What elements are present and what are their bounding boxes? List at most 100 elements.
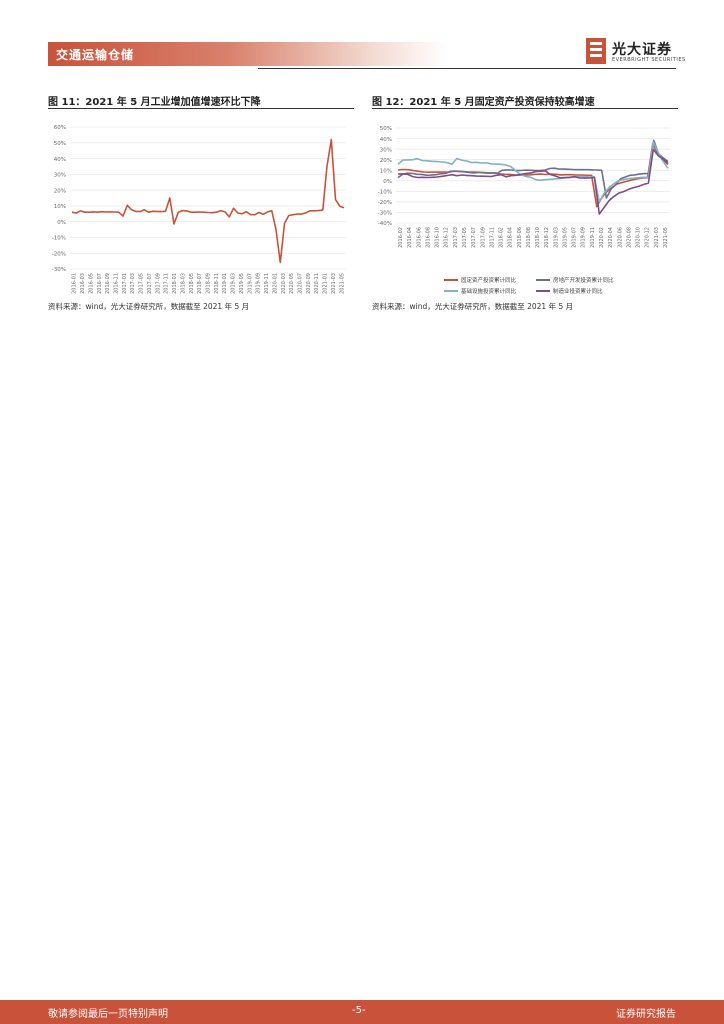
x-tick-label: 2019-01: [222, 273, 228, 294]
series-line: [397, 141, 669, 203]
x-tick-label: 2020-12: [645, 227, 651, 248]
series-line: [397, 148, 669, 215]
x-tick-label: 2017-11: [489, 227, 495, 248]
x-tick-label: 2020-07: [298, 273, 304, 294]
y-tick-label: 40%: [54, 157, 66, 163]
x-tick-label: 2017-07: [471, 227, 477, 248]
y-tick-label: 40%: [380, 137, 392, 143]
y-tick-label: -30%: [378, 211, 392, 217]
x-tick-label: 2018-11: [214, 273, 220, 294]
x-tick-label: 2019-05: [562, 227, 568, 248]
y-tick-label: 30%: [380, 147, 392, 153]
legend-label: 基础设施投资累计同比: [461, 287, 517, 295]
x-tick-label: 2016-04: [407, 227, 413, 248]
x-tick-label: 2020-10: [636, 227, 642, 248]
x-tick-label: 2020-06: [617, 227, 623, 248]
industrial-value-added-chart: 60%50%40%30%20%10%0%-10%-20%-30%2016-01 2…: [52, 125, 346, 294]
x-tick-label: 2016-05: [88, 273, 94, 294]
x-tick-label: 2021-03: [331, 273, 337, 294]
x-tick-label: 2021-03: [654, 227, 660, 248]
y-tick-label: 10%: [380, 168, 392, 174]
figure-title-1: 图 11：2021 年 5 月工业增加值增速环比下降: [48, 97, 261, 108]
y-tick-label: -20%: [378, 200, 392, 206]
x-tick-label: 2017-11: [164, 273, 170, 294]
x-tick-label: 2017-09: [155, 273, 161, 294]
header-divider: [258, 68, 676, 69]
figure-title-divider-2: [372, 108, 678, 109]
x-tick-label: 2017-01: [122, 273, 128, 294]
x-tick-label: 2019-09: [581, 227, 587, 248]
x-tick-label: 2020-05: [289, 273, 295, 294]
logo-mark-icon: [586, 38, 606, 64]
x-tick-label: 2018-05: [189, 273, 195, 294]
x-tick-label: 2020-08: [626, 227, 632, 248]
x-tick-label: 2016-08: [425, 227, 431, 248]
x-tick-label: 2019-03: [231, 273, 237, 294]
x-tick-label: 2016-02: [398, 227, 404, 248]
y-tick-label: 20%: [54, 188, 66, 194]
x-tick-label: 2018-01: [172, 273, 178, 294]
x-tick-label: 2018-10: [535, 227, 541, 248]
y-tick-label: -10%: [378, 190, 392, 196]
y-tick-label: 60%: [54, 125, 66, 131]
x-tick-label: 2020-11: [314, 273, 320, 294]
series-line: [397, 139, 669, 199]
y-tick-label: 30%: [54, 173, 66, 179]
logo-subtitle: EVERBRIGHT SECURITIES: [612, 57, 686, 63]
brand-logo: 光大证券 EVERBRIGHT SECURITIES: [586, 38, 686, 66]
figure-title-2: 图 12：2021 年 5 月固定资产投资保持较高增速: [372, 97, 595, 108]
x-tick-label: 2019-03: [553, 227, 559, 248]
footer-disclaimer: 敬请参阅最后一页特别声明: [48, 1009, 168, 1020]
x-tick-label: 2020-02: [599, 227, 605, 248]
x-tick-label: 2021-01: [323, 273, 329, 294]
x-tick-label: 2016-06: [416, 227, 422, 248]
y-tick-label: 20%: [380, 158, 392, 164]
figure-source-2: 资料来源：wind，光大证券研究所，数据截至 2021 年 5 月: [372, 302, 574, 311]
x-tick-label: 2020-03: [281, 273, 287, 294]
header-bar: [48, 42, 448, 66]
y-tick-label: 0%: [57, 220, 66, 226]
x-tick-label: 2018-06: [517, 227, 523, 248]
x-tick-label: 2017-03: [453, 227, 459, 248]
footer-report-type: 证券研究报告: [616, 1009, 676, 1020]
x-tick-label: 2019-09: [256, 273, 262, 294]
x-tick-label: 2020-09: [306, 273, 312, 294]
x-tick-label: 2017-05: [462, 227, 468, 248]
y-tick-label: -30%: [52, 267, 66, 273]
y-tick-label: -10%: [52, 236, 66, 242]
x-tick-label: 2019-11: [590, 227, 596, 248]
series-line: [71, 138, 345, 264]
page-number: -5-: [352, 1005, 366, 1016]
y-tick-label: 50%: [54, 141, 66, 147]
x-tick-label: 2019-11: [264, 273, 270, 294]
x-tick-label: 2016-11: [114, 273, 120, 294]
x-tick-label: 2016-10: [435, 227, 441, 248]
section-title: 交通运输仓储: [56, 48, 135, 62]
logo-name: 光大证券: [612, 42, 672, 58]
legend-label: 制造业投资累计同比: [553, 287, 603, 295]
x-tick-label: 2017-05: [139, 273, 145, 294]
y-tick-label: 50%: [380, 126, 392, 132]
y-tick-label: -40%: [378, 221, 392, 227]
x-tick-label: 2019-07: [572, 227, 578, 248]
x-tick-label: 2018-04: [508, 227, 514, 248]
x-tick-label: 2017-07: [147, 273, 153, 294]
x-tick-label: 2018-09: [206, 273, 212, 294]
series-line: [397, 142, 669, 208]
x-tick-label: 2016-01: [72, 273, 78, 294]
x-tick-label: 2017-09: [480, 227, 486, 248]
x-tick-label: 2019-07: [247, 273, 253, 294]
legend-label: 房地产开发投资累计同比: [553, 276, 614, 284]
x-tick-label: 2021-05: [339, 273, 345, 294]
x-tick-label: 2018-07: [197, 273, 203, 294]
x-tick-label: 2018-12: [544, 227, 550, 248]
x-tick-label: 2021-05: [663, 227, 669, 248]
fixed-asset-investment-chart: 50% 40% 30% 20% 10% 0% -10% -20% -30% -40% 2016-02…: [378, 126, 670, 295]
figure-source-1: 资料来源：wind，光大证券研究所，数据截至 2021 年 5 月: [48, 302, 250, 311]
x-tick-label: 2018-03: [180, 273, 186, 294]
y-tick-label: -20%: [52, 251, 66, 257]
x-tick-label: 2020-01: [272, 273, 278, 294]
x-tick-label: 2017-03: [130, 273, 136, 294]
x-tick-label: 2016-12: [444, 227, 450, 248]
footer-bar: [0, 1000, 724, 1024]
